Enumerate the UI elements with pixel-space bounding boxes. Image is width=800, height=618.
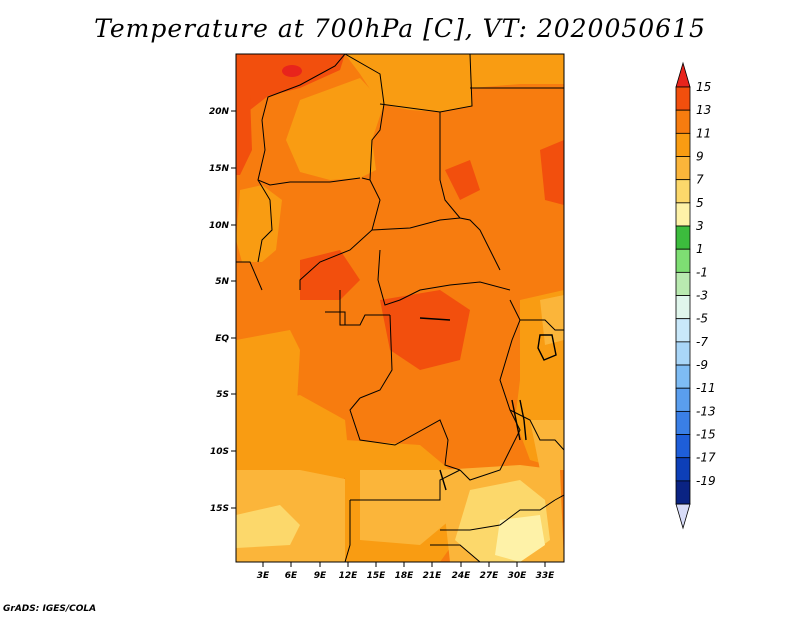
colorbar-label: 11: [696, 126, 711, 140]
colorbar-label: -9: [696, 358, 708, 372]
lon-label-27e: 27E: [480, 571, 500, 581]
lon-label-24e: 24E: [452, 571, 472, 581]
lat-label-10s: 10S: [210, 447, 229, 457]
colorbar-label: -1: [696, 265, 708, 279]
colorbar-label: -3: [696, 289, 708, 303]
map-title: Temperature at 700hPa [C], VT: 202005061…: [94, 14, 706, 43]
map-frame: [235, 53, 565, 563]
lake-outlines: [419, 317, 557, 491]
lon-label-33e: 33E: [536, 571, 556, 581]
colorbar-label: 3: [696, 219, 704, 233]
colorbar-swatch: [675, 410, 691, 435]
lat-label-5n: 5N: [215, 277, 229, 287]
colorbar-swatch: [675, 109, 691, 134]
colorbar: 15 13 11 9 7 5 3 1 -1 -3 -5 -7 -9 -11 -13 -15 -17 -19: [675, 61, 716, 530]
lat-label-5s: 5S: [216, 390, 229, 400]
lon-label-30e: 30E: [508, 571, 528, 581]
longitude-axis: [262, 562, 546, 567]
colorbar-swatch: [675, 480, 691, 505]
colorbar-label: 15: [696, 80, 711, 94]
colorbar-label: 1: [696, 242, 704, 256]
latitude-axis: [231, 110, 236, 509]
colorbar-swatch: [675, 364, 691, 389]
lat-label-10n: 10N: [209, 221, 230, 231]
colorbar-label: -17: [696, 451, 716, 465]
country-borders: [236, 54, 564, 562]
colorbar-swatch: [675, 86, 691, 111]
colorbar-label: -19: [696, 474, 716, 488]
lon-label-15e: 15E: [367, 571, 387, 581]
credit-text: GrADS: IGES/COLA: [3, 604, 97, 614]
colorbar-label: 5: [696, 196, 704, 210]
colorbar-label: -5: [696, 312, 708, 326]
colorbar-label: -11: [696, 381, 716, 395]
lon-label-21e: 21E: [423, 571, 443, 581]
lon-label-6e: 6E: [285, 571, 298, 581]
colorbar-swatch: [675, 457, 691, 482]
colorbar-swatch: [675, 434, 691, 459]
colorbar-swatch: [675, 318, 691, 343]
lon-label-18e: 18E: [395, 571, 415, 581]
colorbar-swatch: [675, 156, 691, 181]
lat-label-20n: 20N: [209, 107, 230, 117]
colorbar-swatch: [675, 225, 691, 250]
colorbar-swatch: [675, 271, 691, 296]
lat-label-15n: 15N: [209, 164, 230, 174]
colorbar-label: 13: [696, 103, 711, 117]
colorbar-swatch: [675, 341, 691, 366]
lon-label-12e: 12E: [339, 571, 359, 581]
colorbar-under-arrow: [675, 503, 691, 530]
lon-label-3e: 3E: [257, 571, 270, 581]
colorbar-swatch: [675, 295, 691, 320]
colorbar-label: -15: [696, 428, 716, 442]
colorbar-over-arrow: [675, 61, 691, 88]
colorbar-label: -7: [696, 335, 708, 349]
colorbar-swatch: [675, 132, 691, 157]
colorbar-swatch: [675, 179, 691, 204]
lat-label-eq: EQ: [215, 334, 229, 344]
lat-label-15s: 15S: [210, 504, 229, 514]
lon-label-9e: 9E: [314, 571, 327, 581]
colorbar-label: 7: [696, 173, 704, 187]
colorbar-label: -13: [696, 404, 716, 418]
colorbar-swatch: [675, 248, 691, 273]
colorbar-label: 9: [696, 150, 704, 164]
temperature-field: [236, 54, 564, 562]
colorbar-swatch: [675, 387, 691, 412]
colorbar-swatch: [675, 202, 691, 227]
